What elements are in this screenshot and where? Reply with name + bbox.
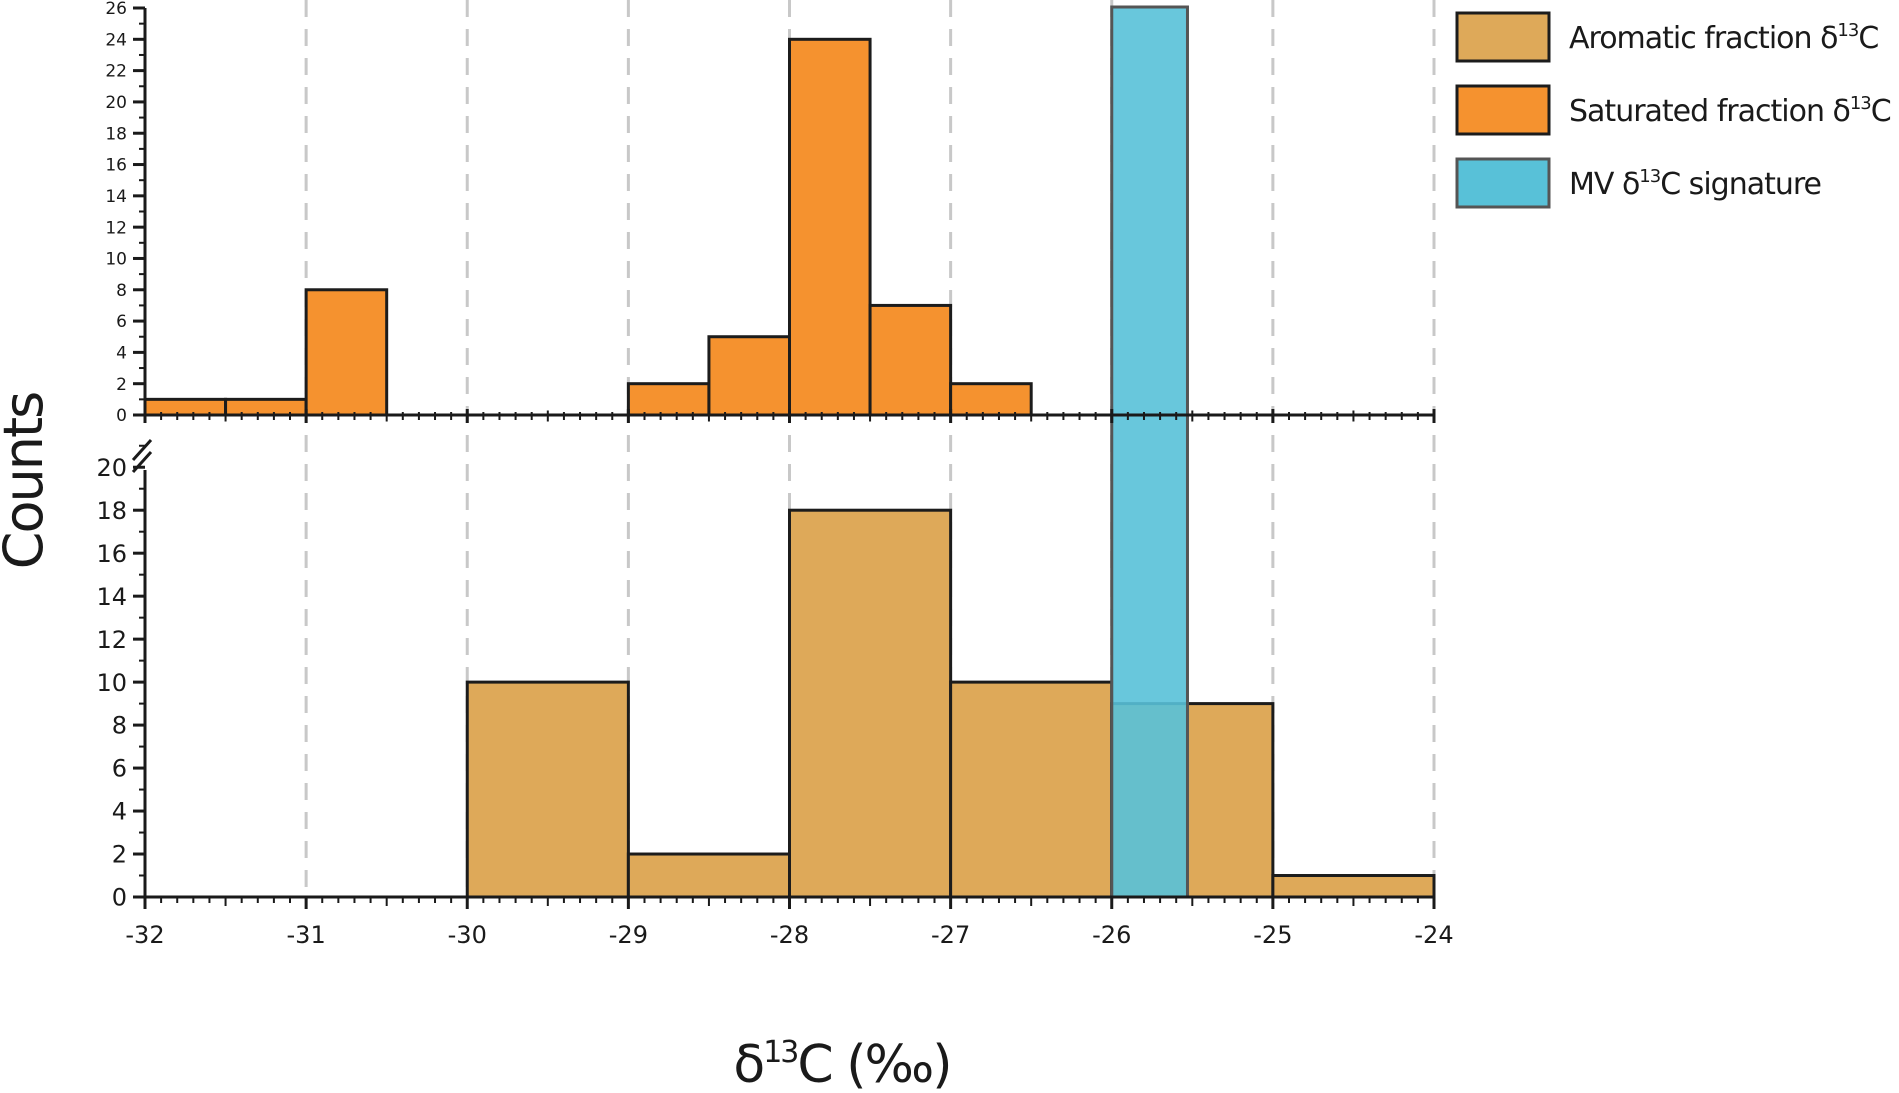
aromatic-fraction-13c-bar-30 (465, 680, 630, 899)
x-axis-title: δ13C (‰) (733, 1035, 950, 1093)
lower-y-tick-label-14: 14 (96, 583, 127, 611)
x-tick-label-27: -27 (931, 921, 970, 949)
saturated-fraction-13c-bar-28 (788, 37, 872, 417)
lower-y-tick-label-2: 2 (112, 841, 127, 869)
aromatic-fraction-13c-bar-29 (626, 852, 791, 899)
legend-label-mv-c-signature: MV δ13C signature (1569, 166, 1821, 202)
saturated-fraction-13c-bar-31-5 (224, 397, 308, 417)
mv-signature-band (1110, 5, 1189, 899)
x-tick-label-28: -28 (770, 921, 809, 949)
legend-swatch-mv-c-signature (1455, 157, 1551, 209)
axis-break-mark (131, 450, 153, 474)
upper-y-tick-label-14: 14 (105, 187, 127, 207)
legend-label-saturated-fraction-c: Saturated fraction δ13C (1569, 93, 1891, 129)
lower-y-tick-label-12: 12 (96, 626, 127, 654)
upper-y-tick-label-20: 20 (105, 93, 127, 113)
saturated-fraction-13c-bar-27 (949, 382, 1033, 417)
upper-y-tick-label-26: 26 (105, 0, 127, 19)
aromatic-bars (465, 508, 1436, 899)
upper-y-tick-label-2: 2 (116, 375, 127, 395)
saturated-fraction-13c-bar-31 (304, 288, 389, 417)
x-tick-label-25: -25 (1253, 921, 1292, 949)
saturated-fraction-13c-bar-32 (143, 397, 228, 417)
y-axis-title: Counts (0, 393, 55, 570)
axes: 0246810121416182022242602468101214161820… (96, 0, 1453, 949)
upper-y-tick-label-4: 4 (116, 344, 127, 364)
x-tick-label-29: -29 (609, 921, 648, 949)
lower-y-tick-label-16: 16 (96, 540, 127, 568)
upper-y-tick-label-8: 8 (116, 281, 127, 301)
lower-y-tick-label-4: 4 (112, 798, 127, 826)
x-tick-label-30: -30 (448, 921, 487, 949)
upper-y-tick-label-24: 24 (105, 30, 127, 50)
legend-swatch-saturated-fraction-c (1455, 84, 1551, 136)
lower-y-tick-label-0: 0 (112, 884, 127, 912)
axis-break-mark (131, 438, 153, 462)
upper-y-tick-label-16: 16 (105, 156, 127, 176)
saturated-fraction-13c-bar-28-5 (707, 335, 791, 417)
x-tick-label-24: -24 (1414, 921, 1453, 949)
legend: Aromatic fraction δ13C Saturated fraction… (1455, 11, 1892, 209)
saturated-fraction-13c-bar-29 (626, 382, 711, 417)
saturated-bars (143, 37, 1033, 417)
x-tick-label-26: -26 (1092, 921, 1131, 949)
legend-swatch-aromatic-fraction-c (1455, 11, 1551, 63)
lower-y-tick-label-10: 10 (96, 669, 127, 697)
lower-y-tick-label-20: 20 (96, 454, 127, 482)
upper-y-tick-label-0: 0 (116, 406, 127, 426)
upper-y-tick-label-6: 6 (116, 312, 127, 332)
x-tick-label-32: -32 (125, 921, 164, 949)
upper-y-tick-label-12: 12 (105, 218, 127, 238)
lower-y-tick-label-8: 8 (112, 712, 127, 740)
lower-y-tick-label-6: 6 (112, 755, 127, 783)
upper-y-tick-label-10: 10 (105, 250, 127, 270)
legend-label-aromatic-fraction-c: Aromatic fraction δ13C (1569, 20, 1878, 56)
x-tick-label-31: -31 (287, 921, 326, 949)
lower-y-tick-label-18: 18 (96, 497, 127, 525)
upper-y-tick-label-18: 18 (105, 124, 127, 144)
aromatic-fraction-13c-bar-27 (949, 680, 1114, 899)
axis-titles: Counts δ13C (‰) (0, 393, 953, 1093)
aromatic-fraction-13c-bar-28 (788, 508, 953, 899)
upper-y-tick-label-22: 22 (105, 62, 127, 82)
saturated-fraction-13c-bar-27-5 (868, 303, 953, 417)
mv-signature-bar (1110, 5, 1189, 899)
aromatic-fraction-13c-bar-25 (1271, 874, 1436, 899)
